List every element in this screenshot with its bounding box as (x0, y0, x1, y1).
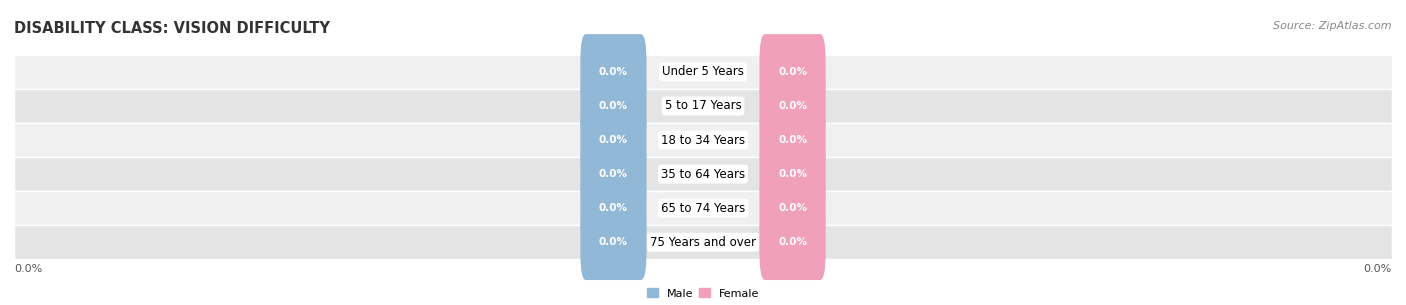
FancyBboxPatch shape (759, 170, 825, 246)
Bar (14, 191, 1392, 225)
FancyBboxPatch shape (581, 170, 647, 246)
Text: 0.0%: 0.0% (599, 237, 628, 247)
Text: 0.0%: 0.0% (1364, 264, 1392, 274)
Text: 18 to 34 Years: 18 to 34 Years (661, 134, 745, 146)
Text: 0.0%: 0.0% (599, 101, 628, 111)
FancyBboxPatch shape (581, 34, 647, 110)
Bar (14, 225, 1392, 259)
FancyBboxPatch shape (759, 34, 825, 110)
Text: 75 Years and over: 75 Years and over (650, 236, 756, 249)
Text: 0.0%: 0.0% (778, 203, 807, 213)
Text: 0.0%: 0.0% (14, 264, 42, 274)
Text: 0.0%: 0.0% (778, 237, 807, 247)
FancyBboxPatch shape (581, 68, 647, 144)
Text: 0.0%: 0.0% (599, 203, 628, 213)
Bar (14, 157, 1392, 191)
Text: 0.0%: 0.0% (778, 135, 807, 145)
Text: Under 5 Years: Under 5 Years (662, 66, 744, 78)
Bar (14, 123, 1392, 157)
FancyBboxPatch shape (759, 68, 825, 144)
Text: Source: ZipAtlas.com: Source: ZipAtlas.com (1274, 21, 1392, 31)
Text: 0.0%: 0.0% (599, 135, 628, 145)
Text: 0.0%: 0.0% (599, 169, 628, 179)
Text: 0.0%: 0.0% (599, 67, 628, 77)
Text: 0.0%: 0.0% (778, 101, 807, 111)
Bar (14, 55, 1392, 89)
Text: 5 to 17 Years: 5 to 17 Years (665, 99, 741, 113)
FancyBboxPatch shape (759, 204, 825, 280)
Legend: Male, Female: Male, Female (647, 288, 759, 299)
FancyBboxPatch shape (581, 102, 647, 178)
Text: 65 to 74 Years: 65 to 74 Years (661, 202, 745, 215)
FancyBboxPatch shape (581, 136, 647, 212)
Text: 35 to 64 Years: 35 to 64 Years (661, 168, 745, 181)
FancyBboxPatch shape (581, 204, 647, 280)
Text: 0.0%: 0.0% (778, 67, 807, 77)
Bar (14, 89, 1392, 123)
FancyBboxPatch shape (759, 102, 825, 178)
Text: DISABILITY CLASS: VISION DIFFICULTY: DISABILITY CLASS: VISION DIFFICULTY (14, 21, 330, 36)
FancyBboxPatch shape (759, 136, 825, 212)
Text: 0.0%: 0.0% (778, 169, 807, 179)
